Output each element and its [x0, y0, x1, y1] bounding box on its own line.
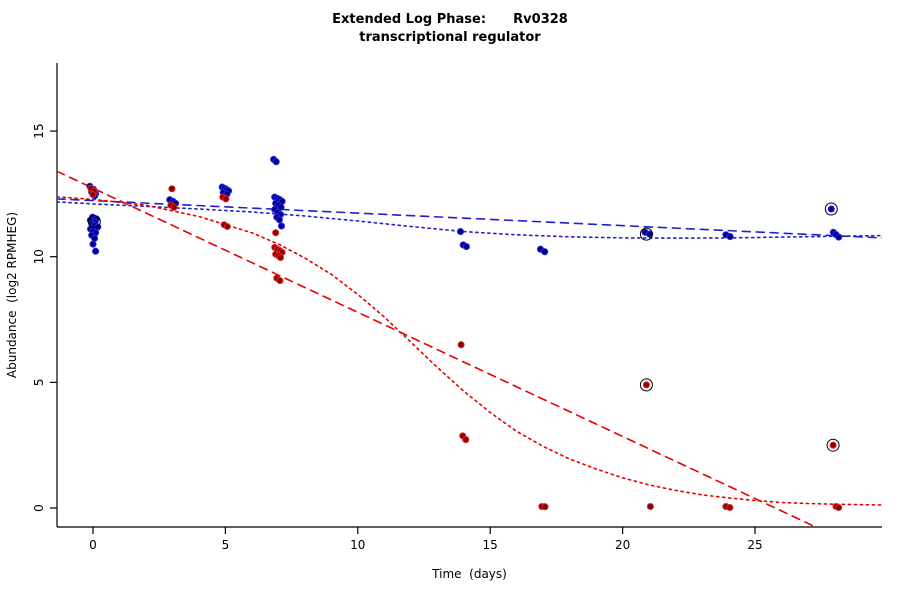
data-point — [642, 381, 650, 389]
chart-title-line2: transcriptional regulator — [359, 30, 541, 45]
x-tick-label: 10 — [350, 538, 365, 552]
data-point — [89, 240, 97, 248]
x-tick-label: 15 — [483, 538, 498, 552]
data-point — [835, 503, 843, 512]
data-point — [272, 158, 280, 166]
data-point — [275, 216, 283, 224]
outlier-ring — [639, 227, 653, 241]
data-point — [168, 185, 176, 193]
data-point — [91, 234, 99, 242]
data-point — [272, 229, 280, 237]
data-point — [223, 222, 231, 231]
data-point — [276, 253, 285, 262]
data-point — [457, 341, 465, 349]
data-point — [726, 503, 734, 512]
plot-area: 0 5 10 15 20 25 0 5 10 15 — [32, 63, 882, 552]
y-axis-label: Abundance (log2 RPMHEG) — [5, 211, 19, 379]
data-point — [646, 502, 654, 511]
data-point — [276, 277, 284, 285]
red-dashed-linear-fit — [57, 170, 818, 527]
x-tick-label: 25 — [747, 538, 762, 552]
red-dotted-smooth-fit — [57, 196, 882, 506]
outlier-rings — [87, 202, 840, 452]
data-point — [829, 441, 837, 449]
data-point — [222, 195, 230, 203]
x-tick-label: 0 — [89, 538, 97, 552]
data-point — [89, 191, 97, 199]
data-point — [170, 203, 178, 211]
y-tick-label: 10 — [32, 249, 46, 264]
data-point — [277, 222, 286, 230]
data-point — [456, 228, 465, 236]
data-point — [827, 205, 835, 213]
data-point — [835, 233, 843, 241]
blue-dashed-linear-fit — [57, 198, 882, 239]
data-point — [462, 243, 470, 251]
data-point — [541, 248, 549, 256]
data-point — [726, 233, 734, 241]
red-condition-points — [87, 184, 843, 512]
data-point — [92, 247, 100, 255]
y-tick-label: 5 — [32, 379, 46, 387]
x-axis-label: Time (days) — [432, 567, 507, 581]
outlier-ring — [826, 438, 840, 452]
data-point — [541, 503, 549, 511]
outlier-ring — [639, 378, 653, 392]
y-tick-label: 15 — [32, 123, 46, 138]
x-tick-label: 5 — [222, 538, 230, 552]
outlier-ring — [824, 202, 838, 216]
y-tick-label: 0 — [32, 504, 46, 512]
x-tick-label: 20 — [615, 538, 630, 552]
data-point — [462, 436, 470, 444]
outlier-ring — [87, 215, 101, 228]
data-point — [277, 203, 285, 211]
fit-lines — [57, 170, 882, 527]
chart-title-line1: Extended Log Phase: Rv0328 — [332, 12, 568, 27]
